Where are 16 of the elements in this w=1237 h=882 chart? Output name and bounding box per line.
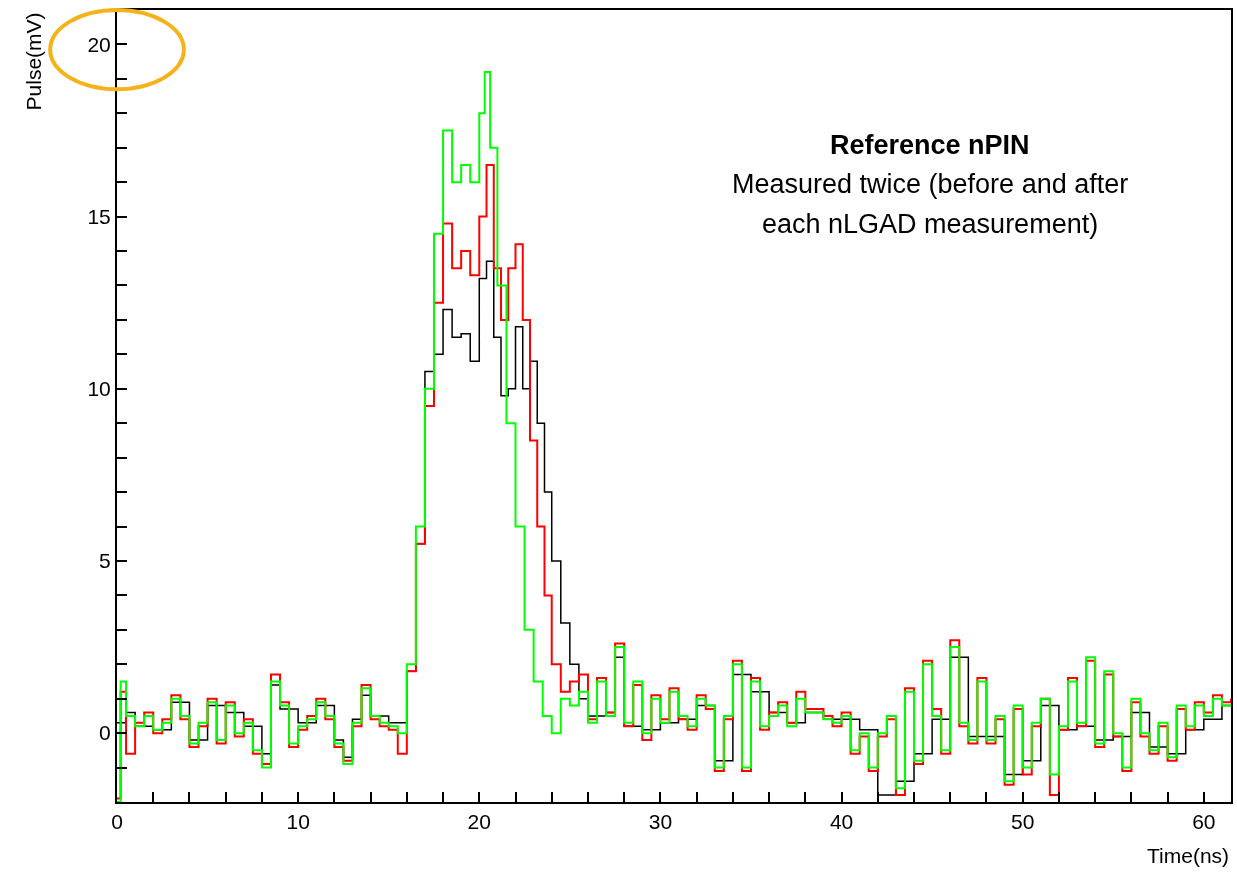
x-axis-title: Time(ns) bbox=[1147, 844, 1230, 867]
annotation: Reference nPIN bbox=[830, 130, 1030, 160]
x-tick-label: 60 bbox=[1192, 810, 1216, 834]
y-tick-label: 15 bbox=[87, 204, 111, 228]
y-tick-label: 0 bbox=[99, 721, 111, 745]
annotation: Measured twice (before and after bbox=[732, 169, 1129, 199]
x-tick-label: 30 bbox=[648, 810, 673, 834]
x-tick-label: 50 bbox=[1011, 810, 1035, 834]
y-tick-label: 10 bbox=[87, 377, 111, 401]
y-tick-label: 20 bbox=[87, 32, 111, 56]
annotation: each nLGAD measurement) bbox=[762, 209, 1099, 239]
x-tick-label: 40 bbox=[829, 810, 854, 834]
y-axis-title: Pulse(mV) bbox=[22, 12, 46, 111]
y-tick-label: 5 bbox=[99, 549, 111, 573]
x-tick-label: 20 bbox=[467, 810, 491, 834]
x-tick-label: 10 bbox=[286, 810, 310, 834]
